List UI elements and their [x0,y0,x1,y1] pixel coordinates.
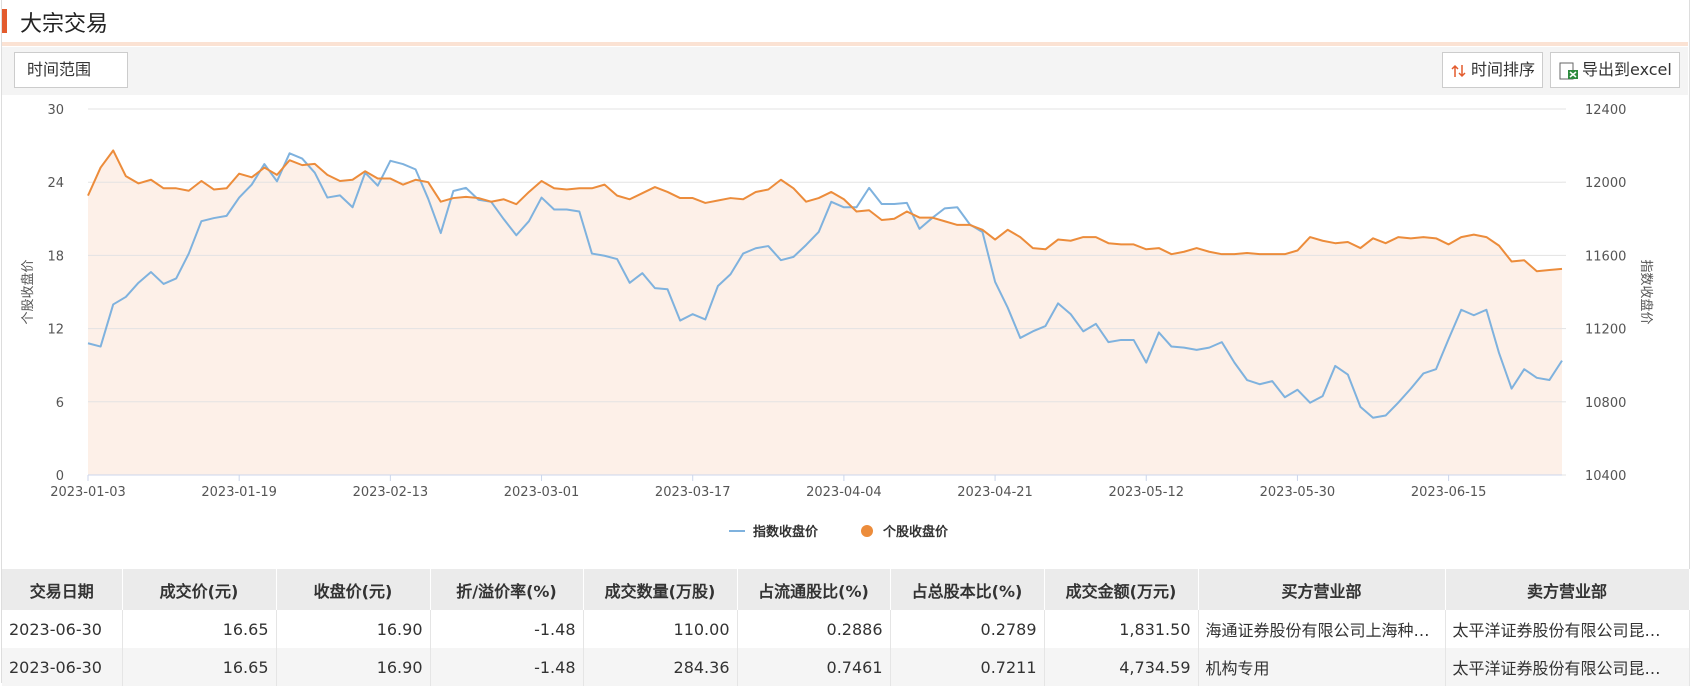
table-cell: 2023-06-30 [2,610,123,648]
column-header: 交易日期 [2,569,123,610]
table-row: 2023-06-30 16.65 16.90 -1.48 284.36 0.7461 0.7… [2,648,1690,686]
column-header: 占流通股比(%) [737,569,891,610]
table-cell: 0.7211 [890,648,1045,686]
table-cell: 2023-06-30 [2,648,123,686]
y-tick-label: 24 [47,176,64,191]
column-header: 成交价(元) [122,569,277,610]
x-tick-label: 2023-03-01 [504,485,580,500]
area [88,150,1562,476]
y2-tick-label: 12000 [1585,176,1626,191]
column-header: 卖方营业部 [1445,569,1690,610]
column-header: 占总股本比(%) [890,569,1045,610]
export-label: 导出到excel [1582,60,1672,79]
table-row: 2023-06-30 16.65 16.90 -1.48 110.00 0.2886 0.2… [2,610,1690,648]
x-tick-label: 2023-01-19 [201,485,277,500]
x-tick-label: 2023-04-04 [806,485,882,500]
column-header: 成交数量(万股) [583,569,738,610]
table-cell: 110.00 [583,610,738,648]
x-tick-label: 2023-06-15 [1411,485,1487,500]
title-underline [2,42,1688,46]
x-tick-label: 2023-02-13 [353,485,429,500]
x-tick-label: 2023-03-17 [655,485,731,500]
chart: 0 6 12 18 24 30 10400 10800 11200 11600 12000 12400… [20,103,1654,540]
table-cell: 16.90 [276,610,431,648]
sort-icon [1451,64,1466,78]
table-cell: 太平洋证券股份有限公司昆… [1445,648,1690,686]
y2-axis-title: 指数收盘价 [1638,259,1654,324]
table-cell: 16.65 [122,648,277,686]
line [87,149,1563,273]
y-tick-label: 30 [47,103,64,118]
legend-marker [861,525,873,537]
time-range-button[interactable]: 时间范围 [14,52,128,88]
toolbar: 时间范围 时间排序 导出到excel [2,47,1688,95]
y-tick-label: 6 [56,396,64,411]
column-header: 买方营业部 [1198,569,1446,610]
column-header: 成交金额(万元) [1044,569,1199,610]
table-cell: 1,831.50 [1044,610,1199,648]
y-axis-title: 个股收盘价 [20,259,36,324]
panel-title: 大宗交易 [20,12,109,37]
table-cell: 机构专用 [1198,648,1446,686]
y2-tick-label: 11200 [1585,323,1626,338]
table-cell: -1.48 [430,610,584,648]
x-tick-label: 2023-05-30 [1260,485,1336,500]
x-tick-label: 2023-05-12 [1108,485,1184,500]
sort-button[interactable]: 时间排序 [1442,52,1543,88]
y-tick-label: 12 [47,323,64,338]
trade-table: 交易日期 成交价(元) 收盘价(元) 折/溢价率(%) 成交数量(万股) 占流通股比(%)… [2,569,1690,686]
x-tick-label: 2023-01-03 [50,485,126,500]
y-tick-label: 0 [56,469,64,484]
table-cell: 0.7461 [737,648,891,686]
table-cell: 0.2789 [890,610,1045,648]
header-row: 交易日期 成交价(元) 收盘价(元) 折/溢价率(%) 成交数量(万股) 占流通股比(%)… [2,569,1690,610]
y2-tick-label: 11600 [1585,249,1626,264]
table-cell: 海通证券股份有限公司上海种… [1198,610,1446,648]
table-cell: 16.90 [276,648,431,686]
table-cell: 0.2886 [737,610,891,648]
title-accent [2,9,7,33]
x-tick-label: 2023-04-21 [957,485,1033,500]
line [87,152,1563,419]
column-header: 折/溢价率(%) [430,569,584,610]
table-cell: 太平洋证券股份有限公司昆… [1445,610,1690,648]
y-tick-label: 18 [47,249,64,264]
y2-tick-label: 10400 [1585,469,1626,484]
table-cell: 284.36 [583,648,738,686]
legend-label: 指数收盘价 [753,524,819,540]
export-button[interactable]: 导出到excel [1550,52,1680,88]
sort-label: 时间排序 [1471,60,1536,79]
y2-tick-label: 12400 [1585,103,1626,118]
y2-tick-label: 10800 [1585,396,1626,411]
table-cell: 16.65 [122,610,277,648]
table-cell: 4,734.59 [1044,648,1199,686]
excel-icon [1559,62,1578,80]
table-cell: -1.48 [430,648,584,686]
column-header: 收盘价(元) [276,569,431,610]
legend-label: 个股收盘价 [882,524,949,540]
